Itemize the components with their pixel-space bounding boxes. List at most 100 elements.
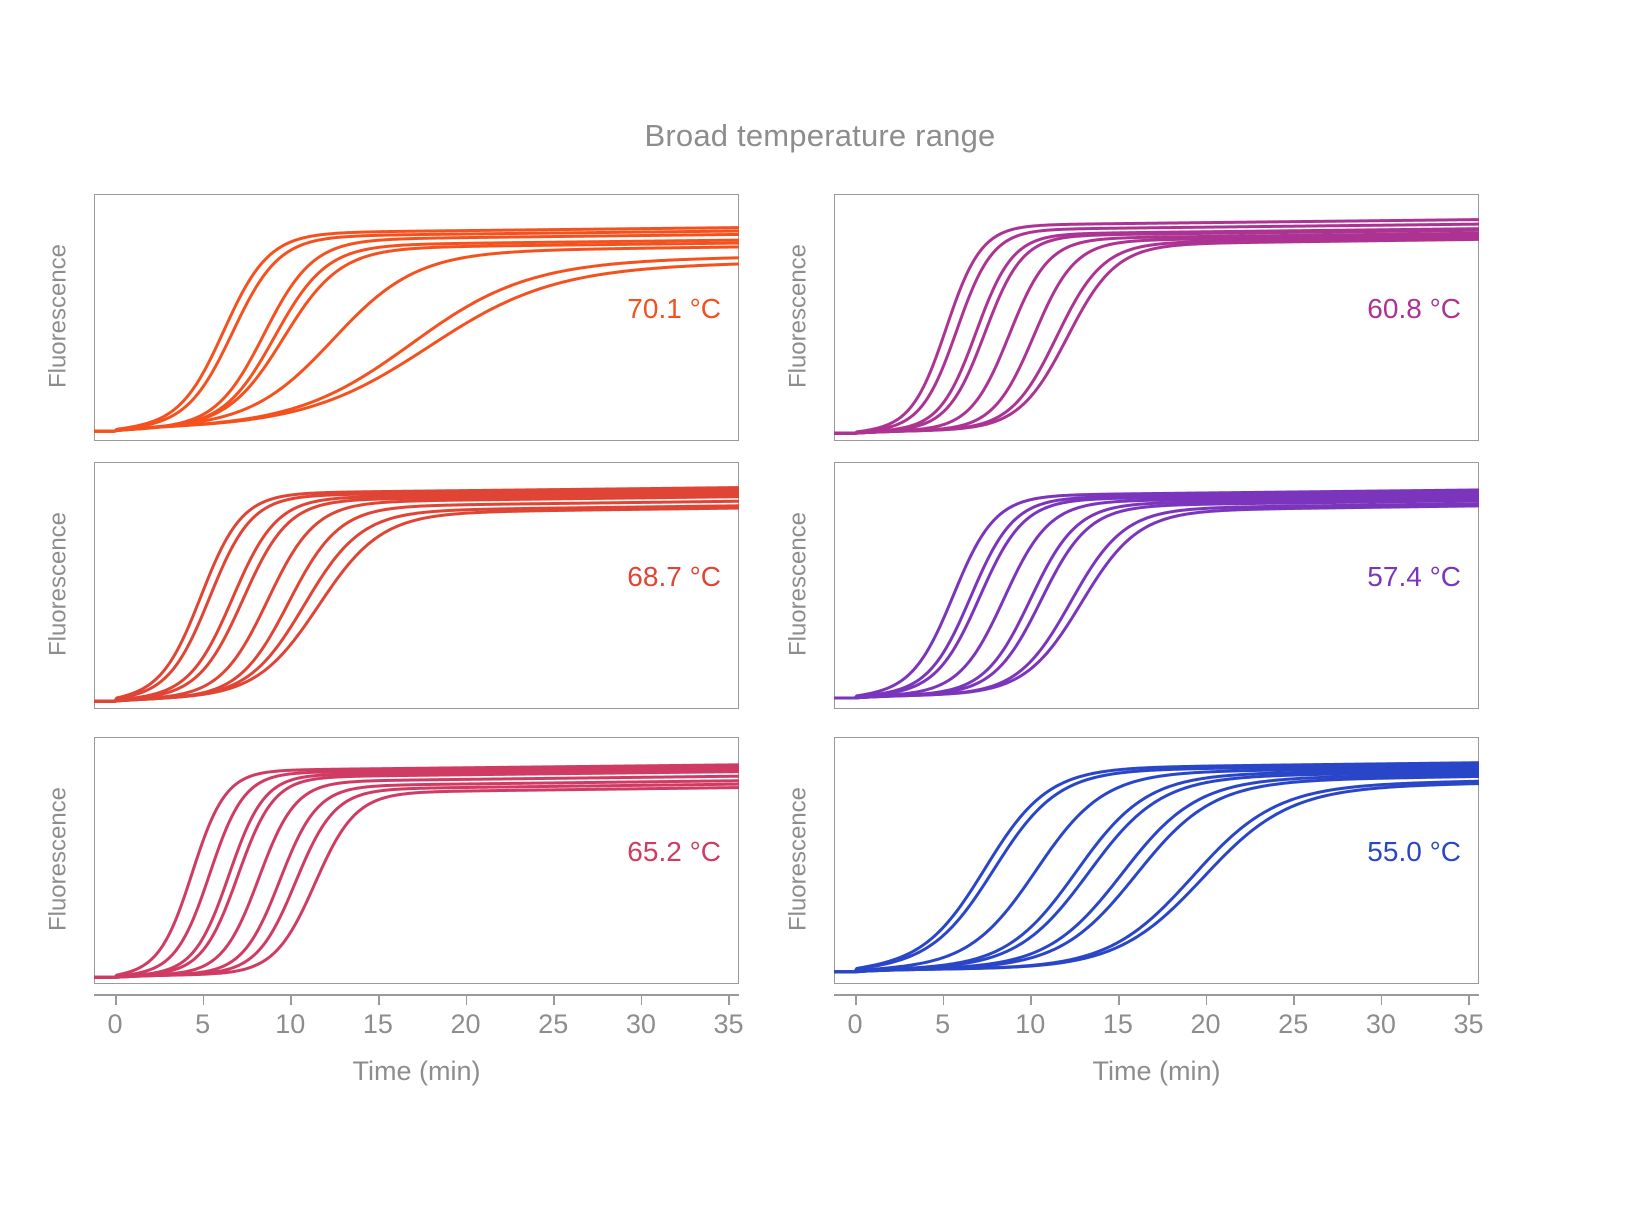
x-tick <box>942 994 945 1005</box>
amplification-curve <box>94 245 739 433</box>
amplification-curve <box>94 486 739 703</box>
x-tick <box>377 994 380 1005</box>
x-axis-line <box>834 994 1479 996</box>
x-tick <box>855 994 857 1005</box>
amplification-curve <box>834 227 1479 435</box>
subplot-panel-68-7: 68.7 °C <box>94 462 739 709</box>
amplification-curve <box>834 772 1479 974</box>
amplification-curve <box>94 767 739 979</box>
y-axis-label: Fluorescence <box>784 786 811 931</box>
amplification-curve <box>834 234 1479 435</box>
x-tick <box>1380 994 1383 1005</box>
x-tick <box>1468 994 1471 1005</box>
curve-canvas <box>834 218 1479 435</box>
amplification-curve <box>94 241 739 433</box>
amplification-curve <box>834 763 1479 974</box>
amplification-curve <box>834 490 1479 700</box>
x-tick-label: 30 <box>1365 1009 1396 1039</box>
amplification-curve <box>94 770 739 979</box>
x-tick <box>1205 994 1208 1005</box>
x-tick <box>115 994 117 1005</box>
figure-title: Broad temperature range <box>644 118 996 153</box>
x-tick-label: 25 <box>538 1009 569 1039</box>
x-tick-label: 10 <box>275 1009 306 1039</box>
panel-temperature-label: 57.4 °C <box>1367 560 1461 592</box>
amplification-curve <box>94 774 739 979</box>
y-axis-label: Fluorescence <box>44 786 71 931</box>
amplification-curve <box>834 494 1479 700</box>
x-tick-label: 20 <box>450 1009 481 1039</box>
amplification-curve <box>834 774 1479 974</box>
amplification-curve <box>94 262 739 433</box>
panel-temperature-label: 68.7 °C <box>627 560 721 592</box>
x-tick-label: 20 <box>1190 1009 1221 1039</box>
amplification-curve <box>834 488 1479 700</box>
amplification-curve <box>94 506 739 703</box>
amplification-curve <box>94 232 739 433</box>
amplification-curve <box>834 779 1479 974</box>
subplot-panel-55-0: 55.0 °C <box>834 737 1479 984</box>
x-axis-label: Time (min) <box>1092 1056 1221 1086</box>
amplification-curve <box>834 236 1479 435</box>
amplification-curve <box>834 228 1479 435</box>
amplification-curve <box>94 495 739 703</box>
amplification-curve <box>834 765 1479 974</box>
x-tick <box>1117 994 1120 1005</box>
panel-temperature-label: 70.1 °C <box>627 292 721 324</box>
x-tick <box>202 994 205 1005</box>
amplification-curve <box>834 231 1479 435</box>
panel-temperature-label: 65.2 °C <box>627 835 721 867</box>
amplification-curve <box>834 492 1479 700</box>
y-axis-label: Fluorescence <box>44 511 71 656</box>
amplification-curve <box>94 488 739 703</box>
curve-canvas <box>94 486 739 703</box>
x-tick-label: 15 <box>362 1009 393 1039</box>
x-tick <box>1030 994 1032 1005</box>
x-tick-label: 0 <box>107 1009 123 1039</box>
x-axis-label: Time (min) <box>352 1056 481 1086</box>
amplification-curve <box>94 786 739 979</box>
amplification-curve <box>834 504 1479 700</box>
x-tick <box>728 994 731 1005</box>
x-tick-label: 5 <box>195 1009 211 1039</box>
amplification-curve <box>94 763 739 979</box>
curve-canvas <box>834 761 1479 974</box>
x-tick-label: 5 <box>935 1009 951 1039</box>
x-tick-label: 0 <box>847 1009 863 1039</box>
amplification-curve <box>94 492 739 703</box>
curve-canvas <box>94 226 739 433</box>
y-axis-label: Fluorescence <box>784 243 811 388</box>
x-tick-label: 10 <box>1015 1009 1046 1039</box>
amplification-curve <box>94 229 739 433</box>
x-tick <box>465 994 468 1005</box>
x-axis-line <box>94 994 739 996</box>
x-tick-label: 35 <box>1453 1009 1484 1039</box>
y-axis-label: Fluorescence <box>784 511 811 656</box>
panel-temperature-label: 55.0 °C <box>1367 835 1461 867</box>
amplification-curve <box>834 761 1479 974</box>
panel-temperature-label: 60.8 °C <box>1367 292 1461 324</box>
amplification-curve <box>834 218 1479 435</box>
amplification-curve <box>834 222 1479 435</box>
x-tick-label: 35 <box>713 1009 744 1039</box>
amplification-curve <box>94 490 739 703</box>
amplification-curve <box>834 237 1479 435</box>
x-axis-right: 0 5 10 15 20 25 30 35 Time (min) <box>834 994 1483 1086</box>
x-tick <box>553 994 555 1005</box>
x-tick-label: 15 <box>1102 1009 1133 1039</box>
subplot-panel-60-8: 60.8 °C <box>834 194 1479 441</box>
curve-canvas <box>834 488 1479 700</box>
x-tick-label: 30 <box>625 1009 656 1039</box>
amplification-curve <box>834 782 1479 974</box>
x-axis-left: 0 5 10 15 20 25 30 35 Time (min) <box>94 994 743 1086</box>
amplification-curve <box>94 765 739 979</box>
x-tick-label: 25 <box>1278 1009 1309 1039</box>
subplot-panel-57-4: 57.4 °C <box>834 462 1479 709</box>
subplot-panel-70-1: 70.1 °C <box>94 194 739 441</box>
amplification-curve <box>834 770 1479 974</box>
amplification-curve <box>94 226 739 433</box>
curve-canvas <box>94 763 739 979</box>
x-tick <box>290 994 292 1005</box>
x-tick <box>640 994 643 1005</box>
